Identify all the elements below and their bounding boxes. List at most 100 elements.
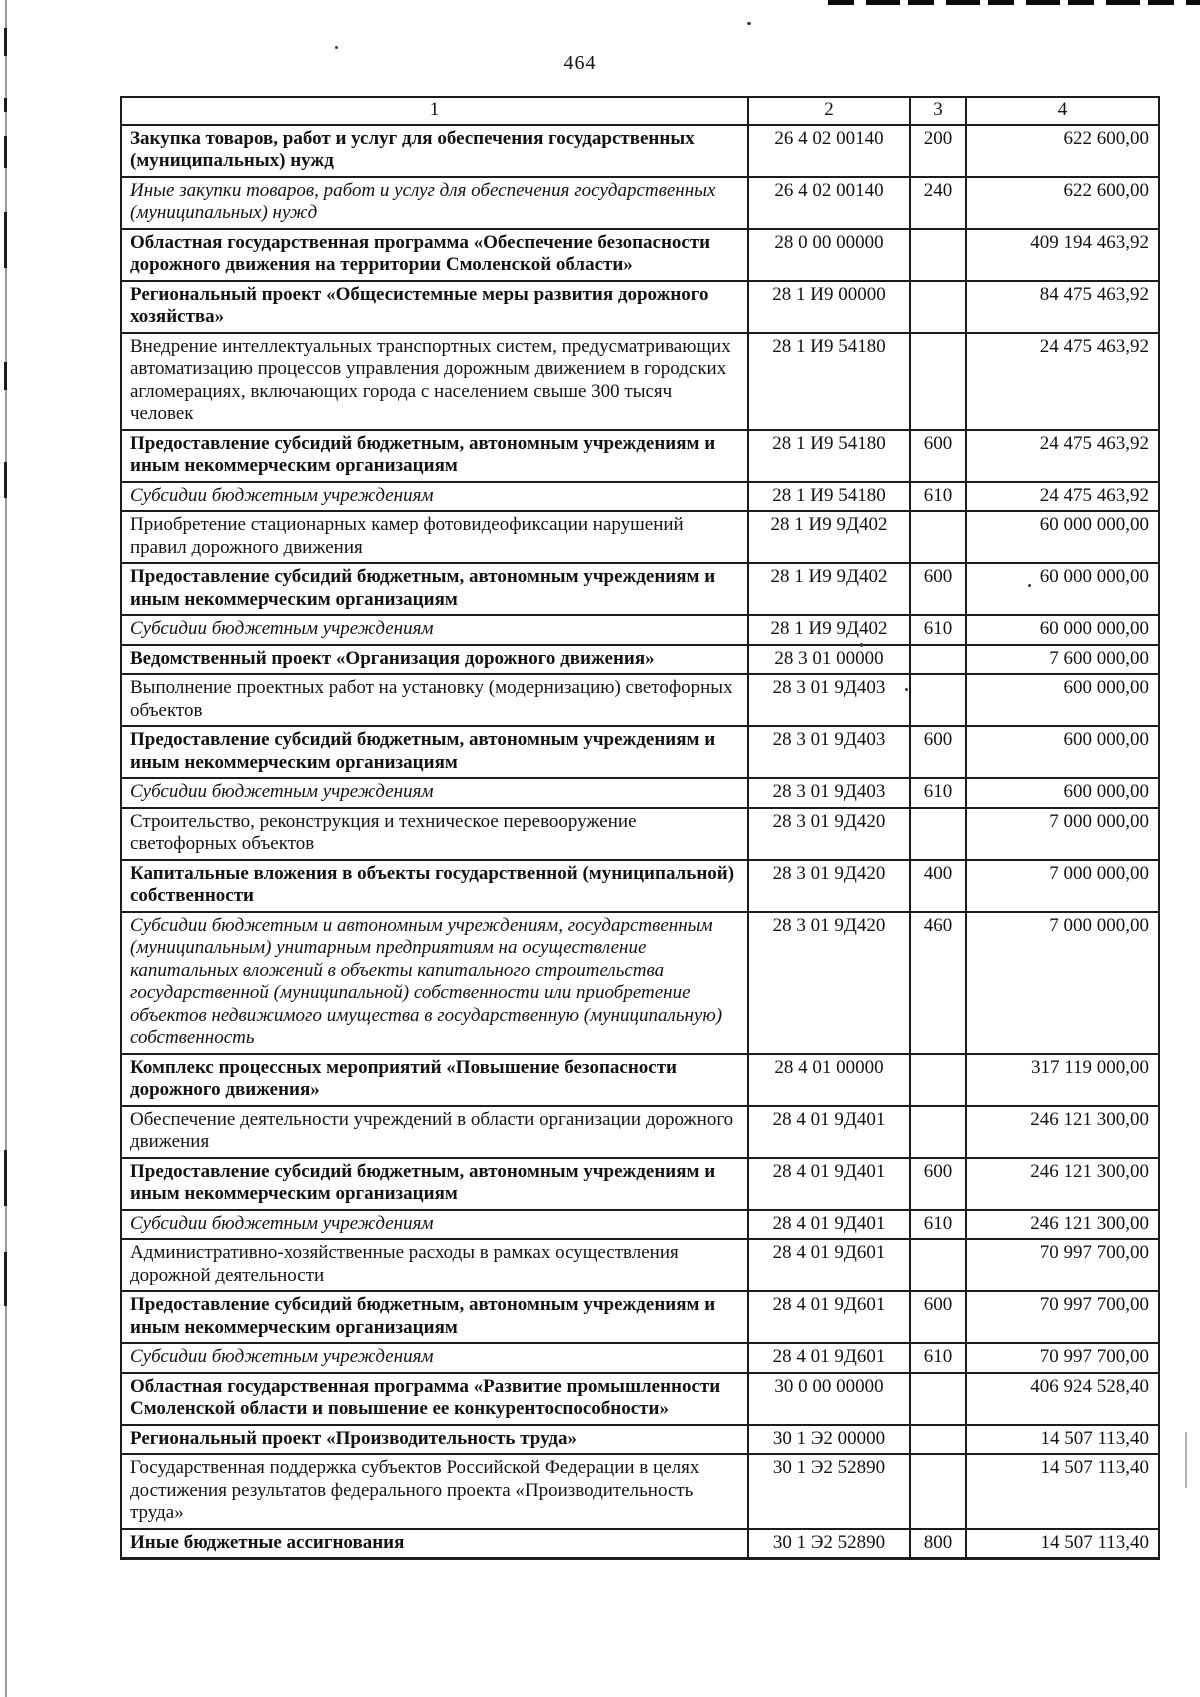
cell-code: 28 1 И9 9Д402	[747, 562, 911, 616]
cell-code: 28 3 01 9Д420	[747, 806, 911, 861]
cell-vr	[909, 1453, 967, 1530]
cell-amount: 70 997 700,00	[965, 1238, 1160, 1292]
cell-code: 28 1 И9 54180	[747, 480, 911, 512]
cell-amount: 14 507 113,40	[965, 1453, 1160, 1530]
cell-code: 28 3 01 9Д420	[747, 910, 911, 1055]
table-row: Приобретение стационарных камер фотовиде…	[120, 510, 1160, 564]
table-row: Субсидии бюджетным учреждениям 28 3 01 9Д…	[120, 777, 1160, 809]
table-row: Субсидии бюджетным учреждениям 28 1 И9 54…	[120, 480, 1160, 512]
cell-name: Областная государственная программа «Раз…	[120, 1371, 749, 1426]
cell-amount: 70 997 700,00	[965, 1342, 1160, 1374]
cell-amount: 622 600,00	[965, 175, 1160, 230]
cell-vr	[909, 279, 967, 334]
cell-amount: 406 924 528,40	[965, 1371, 1160, 1426]
cell-vr	[909, 643, 967, 675]
table-row: Субсидии бюджетным и автономным учрежден…	[120, 910, 1160, 1055]
cell-vr: 800	[909, 1527, 967, 1560]
cell-code: 28 4 01 9Д401	[747, 1156, 911, 1211]
cell-amount: 60 000 000,00	[965, 614, 1160, 646]
table-row: Внедрение интеллектуальных транспортных …	[120, 331, 1160, 431]
cell-name: Комплекс процессных мероприятий «Повышен…	[120, 1052, 749, 1107]
cell-amount: 622 600,00	[965, 123, 1160, 178]
cell-amount: 600 000,00	[965, 673, 1160, 727]
cell-name: Предоставление субсидий бюджетным, автон…	[120, 1290, 749, 1344]
table-row: Иные бюджетные ассигнования 30 1 Э2 52890…	[120, 1527, 1160, 1560]
table-row: Областная государственная программа «Обе…	[120, 227, 1160, 282]
cell-name: Областная государственная программа «Обе…	[120, 227, 749, 282]
cell-amount: 246 121 300,00	[965, 1104, 1160, 1159]
cell-name: Предоставление субсидий бюджетным, автон…	[120, 725, 749, 779]
cell-code: 30 1 Э2 52890	[747, 1453, 911, 1530]
cell-amount: 60 000 000,00	[965, 510, 1160, 564]
table-row: Закупка товаров, работ и услуг для обесп…	[120, 123, 1160, 178]
table-row: Выполнение проектных работ на установку …	[120, 673, 1160, 727]
cell-code: 28 1 И9 54180	[747, 428, 911, 483]
scan-top-dashes	[828, 0, 1200, 5]
cell-vr: 600	[909, 1290, 967, 1344]
table-header-row: 1 2 3 4	[120, 96, 1160, 126]
scan-speck	[1028, 584, 1031, 587]
cell-vr: 610	[909, 614, 967, 646]
cell-vr: 200	[909, 123, 967, 178]
cell-name: Предоставление субсидий бюджетным, автон…	[120, 562, 749, 616]
cell-vr: 460	[909, 910, 967, 1055]
cell-code: 28 4 01 9Д401	[747, 1104, 911, 1159]
cell-amount: 246 121 300,00	[965, 1156, 1160, 1211]
cell-amount: 84 475 463,92	[965, 279, 1160, 334]
cell-name: Предоставление субсидий бюджетным, автон…	[120, 1156, 749, 1211]
cell-name: Государственная поддержка субъектов Росс…	[120, 1453, 749, 1530]
cell-vr	[909, 1104, 967, 1159]
cell-amount: 24 475 463,92	[965, 331, 1160, 431]
cell-amount: 14 507 113,40	[965, 1423, 1160, 1455]
table-row: Капитальные вложения в объекты государст…	[120, 858, 1160, 913]
scan-speck	[860, 643, 863, 647]
cell-code: 28 4 01 9Д601	[747, 1290, 911, 1344]
cell-name: Предоставление субсидий бюджетным, автон…	[120, 428, 749, 483]
cell-vr	[909, 1423, 967, 1455]
cell-name: Субсидии бюджетным учреждениям	[120, 1342, 749, 1374]
table-row: Ведомственный проект «Организация дорожн…	[120, 643, 1160, 675]
cell-vr	[909, 227, 967, 282]
header-cell-name: 1	[120, 96, 749, 126]
cell-amount: 24 475 463,92	[965, 480, 1160, 512]
cell-name: Субсидии бюджетным учреждениям	[120, 1208, 749, 1240]
cell-name: Иные бюджетные ассигнования	[120, 1527, 749, 1560]
cell-code: 28 4 01 9Д601	[747, 1342, 911, 1374]
cell-code: 28 1 И9 54180	[747, 331, 911, 431]
cell-code: 28 3 01 00000	[747, 643, 911, 675]
table-row: Предоставление субсидий бюджетным, автон…	[120, 1156, 1160, 1211]
cell-amount: 60 000 000,00	[965, 562, 1160, 616]
cell-code: 30 0 00 00000	[747, 1371, 911, 1426]
scan-edge-mark	[4, 98, 7, 112]
cell-code: 26 4 02 00140	[747, 123, 911, 178]
header-cell-code: 2	[747, 96, 911, 126]
cell-vr: 600	[909, 1156, 967, 1211]
cell-name: Выполнение проектных работ на установку …	[120, 673, 749, 727]
table-row: Строительство, реконструкция и техническ…	[120, 806, 1160, 861]
cell-vr: 610	[909, 777, 967, 809]
cell-code: 28 3 01 9Д420	[747, 858, 911, 913]
cell-code: 28 4 01 9Д401	[747, 1208, 911, 1240]
cell-vr	[909, 673, 967, 727]
cell-amount: 7 000 000,00	[965, 910, 1160, 1055]
table-row: Областная государственная программа «Раз…	[120, 1371, 1160, 1426]
cell-vr: 600	[909, 725, 967, 779]
table-row: Предоставление субсидий бюджетным, автон…	[120, 725, 1160, 779]
table-row: Субсидии бюджетным учреждениям 28 1 И9 9Д…	[120, 614, 1160, 646]
scan-edge-mark	[4, 212, 7, 268]
cell-vr	[909, 806, 967, 861]
table-row: Комплекс процессных мероприятий «Повышен…	[120, 1052, 1160, 1107]
cell-name: Субсидии бюджетным учреждениям	[120, 777, 749, 809]
cell-name: Обеспечение деятельности учреждений в об…	[120, 1104, 749, 1159]
table-row: Обеспечение деятельности учреждений в об…	[120, 1104, 1160, 1159]
table-row: Иные закупки товаров, работ и услуг для …	[120, 175, 1160, 230]
cell-name: Субсидии бюджетным учреждениям	[120, 480, 749, 512]
cell-amount: 317 119 000,00	[965, 1052, 1160, 1107]
cell-code: 30 1 Э2 52890	[747, 1527, 911, 1560]
scan-edge-mark	[4, 1150, 7, 1206]
table-row: Региональный проект «Производительность …	[120, 1423, 1160, 1455]
cell-name: Приобретение стационарных камер фотовиде…	[120, 510, 749, 564]
table-row: Государственная поддержка субъектов Росс…	[120, 1453, 1160, 1530]
cell-amount: 7 000 000,00	[965, 806, 1160, 861]
cell-name: Административно-хозяйственные расходы в …	[120, 1238, 749, 1292]
